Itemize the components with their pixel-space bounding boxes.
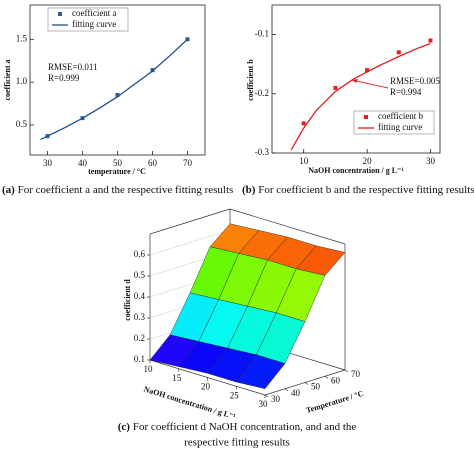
caption: (b) For coefficient b and the respective… — [242, 184, 474, 196]
x-tick-label: 30 — [259, 399, 269, 409]
y-tick — [344, 369, 349, 373]
grid-line — [149, 229, 231, 256]
legend-marker — [58, 12, 62, 16]
x-tick-label: 50 — [113, 158, 123, 168]
x-tick-label: 20 — [201, 382, 211, 392]
caption: (c) For coefficient d NaOH concentration,… — [118, 421, 357, 433]
x-tick-label: 10 — [144, 364, 154, 374]
legend-marker — [364, 115, 368, 119]
data-point — [365, 68, 370, 73]
x-tick-label: 10 — [299, 156, 309, 166]
x-tick-label: 30 — [426, 156, 436, 166]
y-tick-label: -0.3 — [255, 147, 270, 157]
y-tick-label: 50 — [311, 382, 321, 392]
x-tick-label: 25 — [230, 390, 240, 400]
box-edge — [229, 208, 346, 245]
box-edge — [149, 208, 231, 235]
x-tick-label: 40 — [78, 158, 88, 168]
y-tick — [324, 375, 329, 379]
annotation: R=0.994 — [390, 87, 422, 97]
surface-cell — [235, 354, 286, 389]
x-tick-label: 15 — [172, 373, 182, 383]
y-tick-label: 30 — [271, 394, 281, 404]
x-axis-label: NaOH concentration / g L⁻¹ — [143, 385, 238, 422]
y-tick — [284, 388, 289, 392]
annotation-arrow — [351, 79, 389, 89]
y-tick-label: 1.0 — [16, 76, 28, 86]
y-tick-label: 70 — [351, 369, 361, 379]
z-tick-label: 0.2 — [134, 333, 145, 343]
y-axis-label: Temperature / °C — [305, 389, 365, 415]
caption-text: For coefficient a and the respective fit… — [15, 184, 234, 196]
caption-text: For coefficient d NaOH concentration, an… — [133, 421, 357, 433]
caption: (a) For coefficient a and the respective… — [2, 184, 233, 196]
annotation: RMSE=0.005 — [390, 76, 440, 86]
data-point — [301, 121, 306, 126]
annotation: RMSE=0.011 — [48, 62, 98, 72]
x-tick-label: 20 — [363, 156, 373, 166]
x-tick-label: 30 — [43, 158, 53, 168]
y-tick-label: 60 — [331, 375, 341, 385]
y-tick-label: 40 — [291, 388, 301, 398]
plot-frame — [271, 4, 441, 154]
y-tick-label: 0.5 — [16, 119, 28, 129]
y-tick-label: -0.1 — [255, 29, 269, 39]
caption-text: respective fitting results — [184, 437, 290, 449]
caption-label: (b) — [242, 184, 256, 196]
data-point — [396, 50, 401, 55]
data-point — [333, 85, 338, 90]
legend-label: fitting curve — [72, 19, 116, 29]
data-point — [115, 93, 120, 97]
data-point — [428, 38, 433, 43]
fit-curve — [290, 42, 431, 151]
legend-label: fitting curve — [378, 122, 422, 132]
caption-text: For coefficient b and the respective fit… — [255, 184, 474, 196]
y-tick — [264, 394, 269, 398]
z-tick-label: 0.1 — [134, 354, 145, 364]
y-tick-label: 1.5 — [16, 33, 28, 43]
z-tick-label: 0.4 — [134, 291, 146, 301]
x-tick-label: 60 — [148, 158, 158, 168]
legend-label: coefficient b — [378, 111, 424, 121]
z-tick-label: 0.3 — [134, 312, 146, 322]
caption-label: (c) — [118, 421, 131, 433]
y-axis-label: coefficient b — [246, 59, 255, 101]
fit-curve — [40, 38, 188, 141]
y-axis-label: coefficient a — [3, 59, 12, 100]
x-axis-label: temperature / °C — [88, 167, 146, 176]
z-tick-label: 0.6 — [134, 249, 146, 259]
y-tick — [304, 382, 309, 385]
annotation: R=0.999 — [48, 73, 80, 83]
caption-label: (a) — [2, 184, 15, 196]
z-tick-label: 0.5 — [134, 270, 146, 280]
y-tick-label: -0.2 — [255, 88, 269, 98]
legend-label: coefficient a — [72, 8, 117, 18]
x-axis-label: NaOH concentration / g L⁻¹ — [308, 166, 404, 175]
x-tick-label: 70 — [183, 158, 193, 168]
z-axis-label: coefficient d — [123, 279, 132, 321]
arrow-head — [352, 79, 358, 83]
